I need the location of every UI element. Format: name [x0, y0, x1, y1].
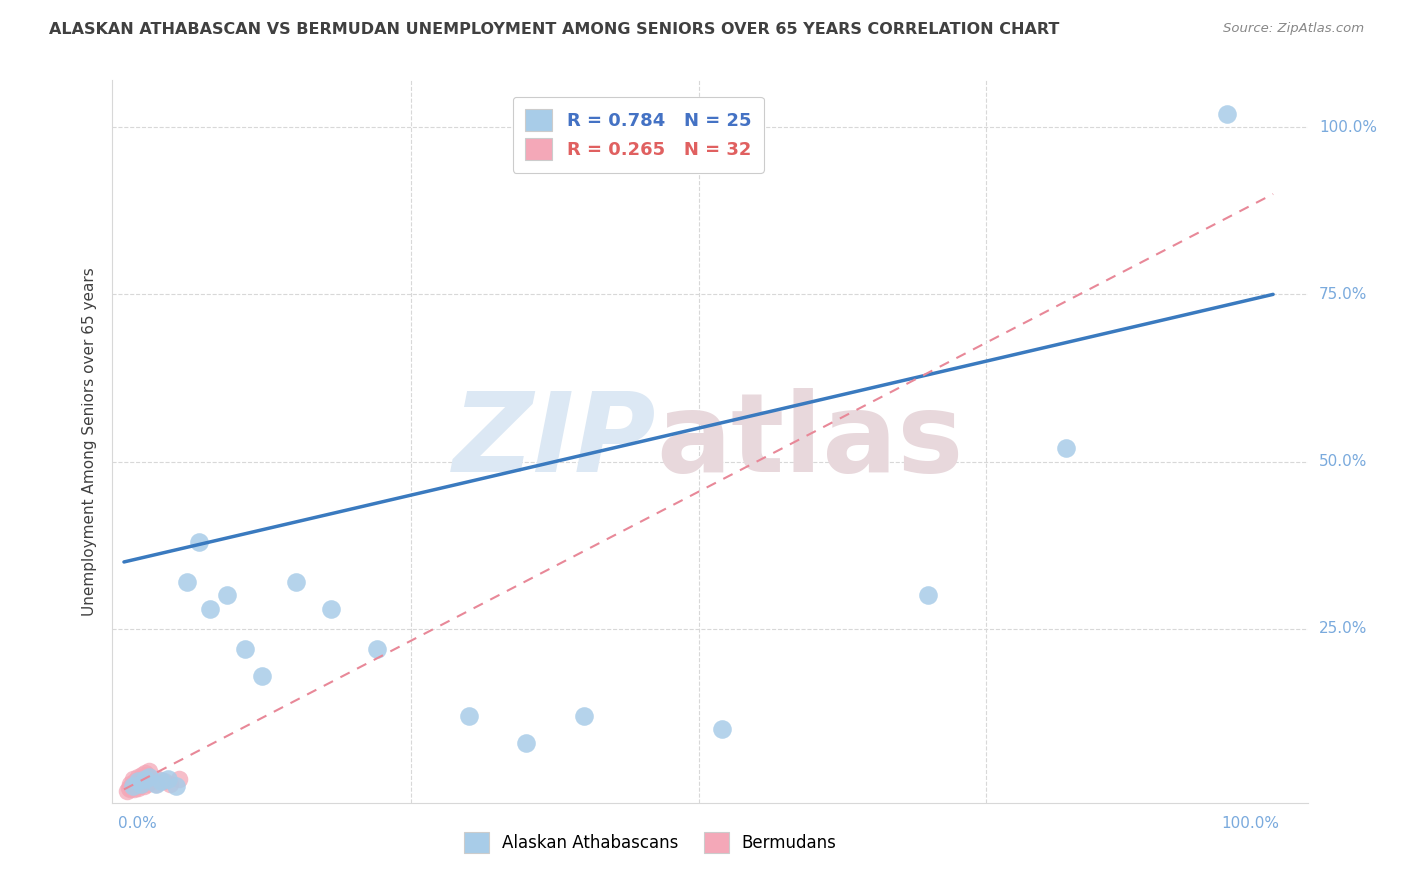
Point [134, 772, 156, 787]
Point [124, 774, 146, 789]
Point [153, 774, 176, 789]
Point [457, 708, 479, 723]
Point [127, 771, 149, 785]
Text: atlas: atlas [657, 388, 963, 495]
Point [136, 772, 159, 787]
Point [285, 575, 308, 590]
Point [131, 777, 153, 791]
Point [117, 781, 139, 796]
Point [125, 777, 148, 791]
Point [127, 774, 149, 789]
Point [134, 772, 156, 787]
Text: ZIP: ZIP [453, 388, 657, 495]
Point [138, 764, 160, 778]
Point [187, 535, 209, 549]
Text: 100.0%: 100.0% [1319, 120, 1376, 135]
Text: 100.0%: 100.0% [1220, 816, 1279, 831]
Point [710, 723, 733, 737]
Text: 0.0%: 0.0% [118, 816, 157, 831]
Point [159, 777, 181, 791]
Point [138, 771, 160, 785]
Point [124, 779, 146, 793]
Point [515, 735, 537, 749]
Text: ALASKAN ATHABASCAN VS BERMUDAN UNEMPLOYMENT AMONG SENIORS OVER 65 YEARS CORRELAT: ALASKAN ATHABASCAN VS BERMUDAN UNEMPLOYM… [49, 22, 1060, 37]
Text: 75.0%: 75.0% [1319, 287, 1368, 301]
Point [134, 765, 156, 780]
Point [118, 777, 141, 791]
Point [165, 779, 187, 793]
Point [120, 779, 142, 793]
Point [117, 784, 139, 798]
Point [124, 782, 146, 797]
Point [145, 777, 167, 791]
Point [129, 777, 152, 791]
Point [1216, 107, 1239, 121]
Point [176, 575, 198, 590]
Point [129, 776, 152, 790]
Point [145, 777, 167, 791]
Legend: Alaskan Athabascans, Bermudans: Alaskan Athabascans, Bermudans [457, 826, 844, 860]
Point [198, 602, 221, 616]
Point [122, 779, 145, 793]
Point [122, 772, 145, 787]
Point [128, 779, 150, 793]
Point [217, 589, 239, 603]
Point [127, 781, 149, 796]
Point [319, 602, 342, 616]
Point [136, 767, 159, 781]
Point [129, 772, 152, 787]
Point [136, 777, 159, 791]
Point [156, 772, 179, 787]
Point [131, 767, 153, 781]
Point [148, 772, 170, 787]
Point [132, 779, 155, 793]
Point [149, 774, 172, 789]
Point [366, 642, 388, 657]
Point [233, 642, 256, 657]
Point [250, 669, 273, 683]
Point [121, 781, 143, 796]
Point [572, 708, 595, 723]
Text: 25.0%: 25.0% [1319, 622, 1368, 636]
Y-axis label: Unemployment Among Seniors over 65 years: Unemployment Among Seniors over 65 years [82, 268, 97, 615]
Point [1054, 442, 1077, 455]
Point [142, 774, 165, 789]
Point [167, 772, 190, 787]
Point [118, 782, 141, 797]
Point [122, 777, 145, 791]
Text: 50.0%: 50.0% [1319, 454, 1368, 469]
Text: Source: ZipAtlas.com: Source: ZipAtlas.com [1223, 22, 1364, 36]
Point [917, 589, 939, 603]
